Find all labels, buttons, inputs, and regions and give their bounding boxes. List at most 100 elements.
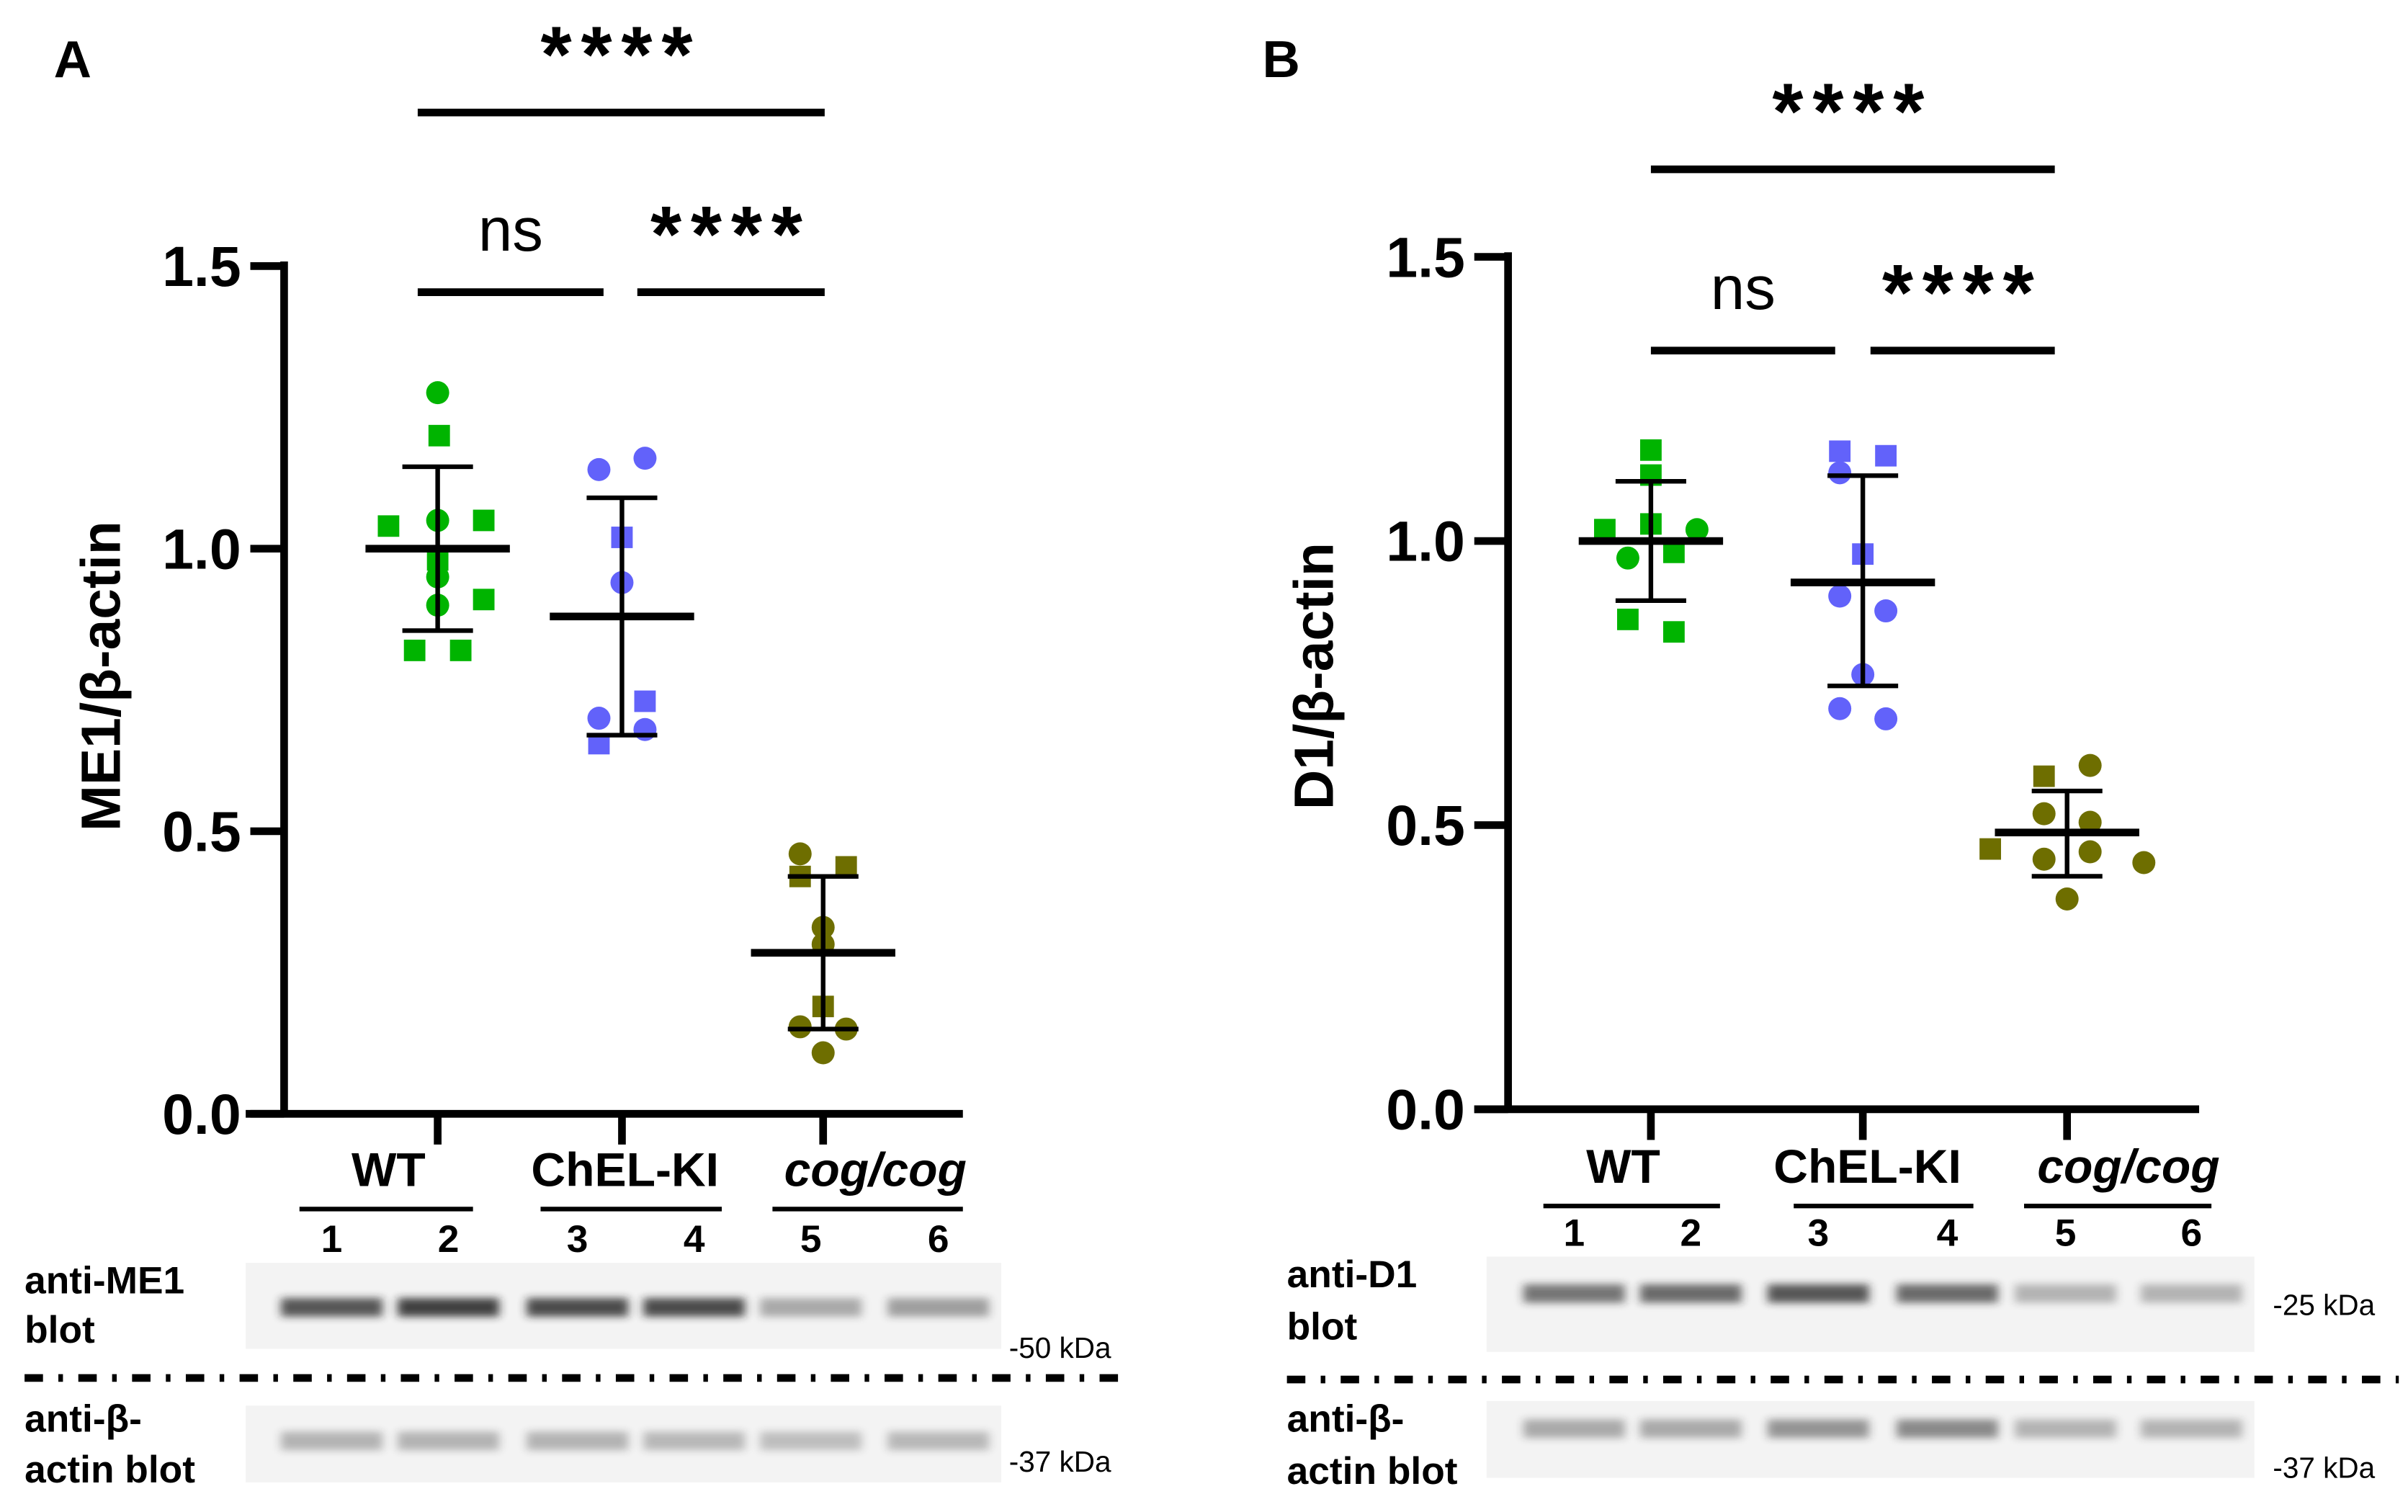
blot-band-actin (527, 1431, 628, 1451)
blot-band (887, 1298, 990, 1317)
data-point-square (835, 856, 857, 878)
lane-number: 5 (800, 1218, 822, 1261)
blot-band-actin (887, 1431, 990, 1451)
data-point-square (1875, 444, 1897, 467)
blot-label: anti-D1 (1287, 1253, 1418, 1296)
significance-label: **** (1882, 249, 2044, 337)
blot-band (760, 1298, 862, 1317)
y-tick-label: 0.5 (1386, 794, 1465, 857)
data-point-square (1662, 621, 1685, 643)
data-point-square (1617, 608, 1639, 630)
y-tick-label: 0.5 (162, 800, 241, 864)
molecular-weight-marker: -50 kDa (1009, 1331, 1111, 1364)
panel-label: A (54, 30, 91, 89)
lane-number: 2 (438, 1218, 460, 1261)
group-label: cog/cog (784, 1143, 967, 1196)
data-point-square (449, 639, 472, 661)
blot-image-top (1486, 1256, 2255, 1352)
data-point-square (2033, 765, 2055, 787)
significance-label: **** (650, 190, 812, 279)
blot-band-actin (760, 1431, 862, 1451)
blot-band (281, 1298, 382, 1317)
group-wt (1578, 439, 1724, 643)
lane-number: 6 (928, 1218, 949, 1261)
blot-band (643, 1298, 746, 1317)
significance-label: ns (1711, 254, 1776, 323)
blot-band (527, 1298, 628, 1317)
data-point-square (473, 509, 495, 532)
blot-label-actin: actin blot (1287, 1450, 1458, 1493)
data-point-circle (788, 842, 812, 866)
data-point-circle (1828, 584, 1852, 608)
data-point-circle (811, 1041, 835, 1065)
molecular-weight-marker: -25 kDa (2273, 1289, 2375, 1322)
data-point-circle (2032, 847, 2056, 871)
group-label: ChEL-KI (1773, 1140, 1961, 1194)
blot-band (1639, 1284, 1742, 1303)
lane-number: 3 (1807, 1212, 1829, 1255)
data-point-circle (2032, 802, 2056, 826)
data-point-circle (2078, 840, 2102, 864)
data-point-circle (2078, 810, 2102, 834)
panel-a: A 0.0 0.5 1.0 1.5 ME1/β-actin **** ns **** WT ChE… (24, 11, 1129, 1491)
data-point-circle (1828, 461, 1852, 485)
blot-band-actin (1767, 1419, 1869, 1439)
data-point-circle (1685, 518, 1709, 542)
lane-number: 4 (1937, 1212, 1959, 1255)
group-cog-cog (751, 842, 895, 1065)
data-point-square (1639, 439, 1662, 461)
y-tick-label: 1.5 (1386, 225, 1465, 289)
blot-band-actin (1639, 1419, 1742, 1439)
blot-band-actin (398, 1431, 499, 1451)
blot-band-actin (2141, 1419, 2242, 1439)
lane-number: 4 (684, 1218, 705, 1261)
panel-b: B 0.0 0.5 1.0 1.5 D1/β-actin **** ns **** WT ChEL… (1263, 30, 2399, 1493)
group-label: WT (1586, 1140, 1660, 1194)
y-tick-label: 1.0 (162, 517, 241, 581)
group-wt (365, 381, 510, 661)
blot-band (1523, 1284, 1625, 1303)
group-label: WT (352, 1143, 426, 1196)
data-point-square (1594, 519, 1616, 541)
molecular-weight-marker-actin: -37 kDa (1009, 1445, 1111, 1478)
data-point-circle (1616, 546, 1639, 570)
lane-number: 2 (1680, 1212, 1702, 1255)
group-chel-ki (1790, 440, 1935, 730)
panel-label: B (1263, 30, 1300, 89)
data-point-circle (1874, 599, 1898, 623)
blot-band (2015, 1284, 2116, 1303)
data-point-circle (2132, 851, 2156, 874)
blot-image-actin (1486, 1400, 2255, 1478)
blot-band-actin (281, 1431, 382, 1451)
data-point-circle (2078, 753, 2102, 777)
data-point-circle (1828, 697, 1852, 720)
blot-label-actin: anti-β- (24, 1398, 142, 1441)
lane-number: 1 (1563, 1212, 1585, 1255)
blot-band (398, 1298, 499, 1317)
data-point-square (1829, 440, 1851, 462)
data-point-square (473, 589, 495, 611)
data-point-square (428, 424, 450, 447)
data-point-circle (2055, 887, 2079, 911)
blot-label: blot (1287, 1306, 1358, 1348)
y-tick-label: 1.0 (1386, 510, 1465, 573)
blot-band (2141, 1284, 2242, 1303)
data-point-circle (587, 707, 611, 730)
y-tick-label: 0.0 (1386, 1078, 1465, 1142)
group-label: cog/cog (2037, 1140, 2219, 1194)
group-chel-ki (550, 447, 694, 755)
data-point-circle (587, 457, 611, 481)
y-axis-label: ME1/β-actin (71, 521, 132, 831)
blot-band (1897, 1284, 1998, 1303)
blot-label: blot (24, 1309, 95, 1351)
blot-label-actin: actin blot (24, 1449, 195, 1491)
y-tick-label: 1.5 (162, 235, 241, 298)
y-tick-label: 0.0 (162, 1083, 241, 1146)
molecular-weight-marker-actin: -37 kDa (2273, 1451, 2375, 1485)
blot-band-actin (643, 1431, 746, 1451)
blot-band-actin (1523, 1419, 1625, 1439)
lane-number: 1 (321, 1218, 343, 1261)
blot-label-actin: anti-β- (1287, 1398, 1405, 1441)
data-point-square (403, 639, 426, 661)
